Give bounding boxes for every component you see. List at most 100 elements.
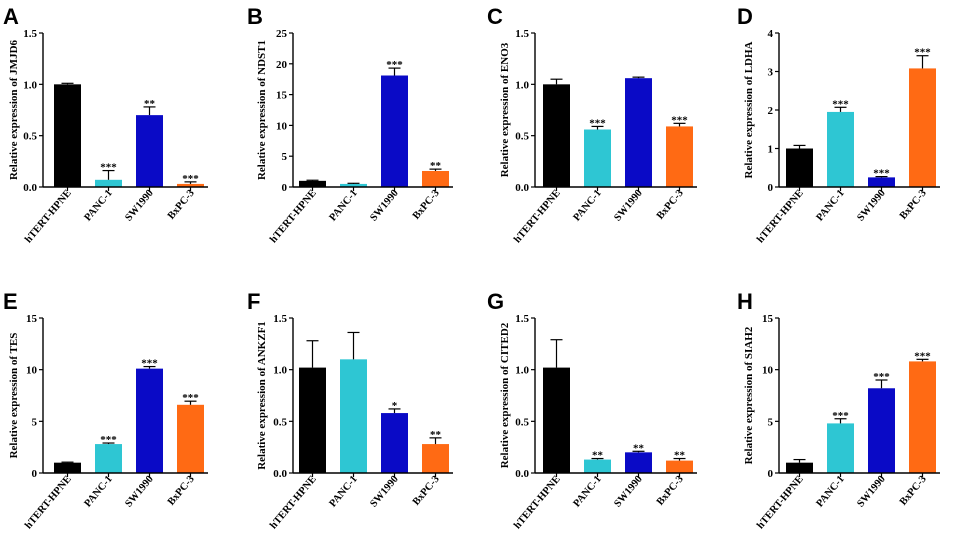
y-tick-label: 1.0 (273, 365, 287, 377)
significance-label: *** (914, 350, 931, 362)
bar-sw1990 (381, 75, 408, 187)
significance-label: ** (430, 429, 442, 441)
significance-label: *** (100, 162, 117, 174)
y-axis-label: Relative expression of JMJD6 (8, 39, 20, 180)
y-axis-label: Relative expression of ANKZF1 (256, 321, 268, 470)
bar-htert-hpne (786, 148, 813, 187)
bar-htert-hpne (543, 84, 570, 187)
x-tick-label: SW1990 (368, 188, 400, 224)
y-tick-label: 1.5 (23, 28, 37, 40)
bar-bxpc-3 (177, 183, 204, 187)
x-tick-label: BxPC-3 (898, 188, 929, 222)
x-tick-label: hTERT-HPNE (755, 188, 806, 245)
x-tick-label: BxPC-3 (655, 474, 686, 508)
y-tick-label: 15 (762, 313, 774, 325)
y-tick-label: 1.5 (515, 28, 529, 40)
significance-label: *** (873, 371, 890, 383)
significance-label: ** (633, 442, 645, 454)
panel-letter: E (3, 289, 18, 314)
bar-panc-1 (340, 359, 367, 473)
y-tick-label: 10 (26, 365, 38, 377)
x-tick-label: BxPC-3 (166, 188, 197, 222)
y-tick-label: 0 (282, 182, 288, 194)
bar-sw1990 (625, 78, 652, 187)
x-tick-label: PANC-1 (571, 188, 603, 224)
x-tick-label: PANC-1 (571, 474, 603, 510)
y-tick-label: 1.5 (273, 313, 287, 325)
bar-bxpc-3 (177, 404, 204, 473)
x-tick-label: SW1990 (123, 474, 155, 510)
panel-h: H Relative expression of SIAH2 0 5 10 15 hTERT… (737, 289, 940, 531)
bar-panc-1 (827, 111, 854, 187)
significance-label: *** (671, 114, 688, 126)
bar-htert-hpne (543, 367, 570, 473)
bar-panc-1 (340, 183, 367, 187)
y-tick-label: 0 (768, 182, 774, 194)
bar-sw1990 (136, 368, 163, 473)
significance-label: *** (589, 117, 606, 129)
y-tick-label: 5 (282, 151, 288, 163)
x-tick-label: hTERT-HPNE (268, 474, 319, 531)
significance-label: ** (430, 160, 442, 172)
y-tick-label: 0.0 (23, 182, 37, 194)
y-tick-label: 25 (276, 28, 288, 40)
x-tick-label: BxPC-3 (898, 474, 929, 508)
y-tick-label: 10 (762, 365, 774, 377)
significance-label: *** (386, 59, 403, 71)
y-tick-label: 15 (276, 90, 288, 102)
panel-letter: B (247, 4, 263, 29)
bar-sw1990 (381, 413, 408, 473)
bar-htert-hpne (299, 180, 326, 187)
bar-bxpc-3 (422, 170, 449, 187)
significance-label: *** (832, 98, 849, 110)
y-tick-label: 0.5 (273, 416, 287, 428)
x-tick-label: SW1990 (855, 474, 887, 510)
y-axis-label: Relative expression of TES (8, 333, 20, 459)
x-tick-label: SW1990 (123, 188, 155, 224)
bar-sw1990 (868, 388, 895, 473)
bar-htert-hpne (54, 84, 81, 187)
bar-panc-1 (95, 444, 122, 473)
bar-bxpc-3 (909, 361, 936, 473)
y-tick-label: 0 (768, 468, 774, 480)
significance-label: *** (873, 168, 890, 180)
panel-e: E Relative expression of TES 0 5 10 15 hTERT-H… (3, 289, 208, 531)
x-tick-label: SW1990 (855, 188, 887, 224)
x-tick-label: hTERT-HPNE (23, 474, 74, 531)
y-axis-label: Relative expression of SIAH2 (743, 326, 755, 464)
y-tick-label: 4 (768, 28, 774, 40)
bar-bxpc-3 (422, 444, 449, 473)
panel-f: F Relative expression of ANKZF1 0.0 0.5 1.0 1… (247, 289, 453, 531)
significance-label: *** (914, 47, 931, 59)
y-tick-label: 1.0 (23, 79, 37, 91)
y-axis-label: Relative expression of NDST1 (256, 40, 268, 180)
x-tick-label: SW1990 (612, 188, 644, 224)
y-tick-label: 2 (768, 105, 774, 117)
x-tick-label: hTERT-HPNE (268, 188, 319, 245)
y-tick-label: 20 (276, 59, 288, 71)
y-tick-label: 0 (32, 468, 38, 480)
significance-label: ** (144, 98, 156, 110)
y-tick-label: 1.0 (515, 365, 529, 377)
panel-c: C Relative expression of ENO3 0.0 0.5 1.0 1.5… (487, 4, 697, 245)
y-axis-label: Relative expression of LDHA (743, 41, 755, 178)
x-tick-label: BxPC-3 (655, 188, 686, 222)
bar-panc-1 (584, 129, 611, 187)
y-tick-label: 10 (276, 120, 288, 132)
x-tick-label: hTERT-HPNE (755, 474, 806, 531)
y-tick-label: 0.5 (515, 131, 529, 143)
significance-label: *** (182, 173, 199, 185)
panel-letter: F (247, 289, 260, 314)
x-tick-label: PANC-1 (82, 188, 114, 224)
significance-label: ** (674, 450, 686, 462)
x-tick-label: BxPC-3 (411, 188, 442, 222)
y-axis-label: Relative expression of ENO3 (499, 42, 511, 177)
x-tick-label: PANC-1 (814, 474, 846, 510)
bar-sw1990 (868, 177, 895, 187)
x-tick-label: SW1990 (612, 474, 644, 510)
x-tick-label: BxPC-3 (166, 474, 197, 508)
panel-letter: A (3, 4, 19, 29)
significance-label: *** (832, 410, 849, 422)
